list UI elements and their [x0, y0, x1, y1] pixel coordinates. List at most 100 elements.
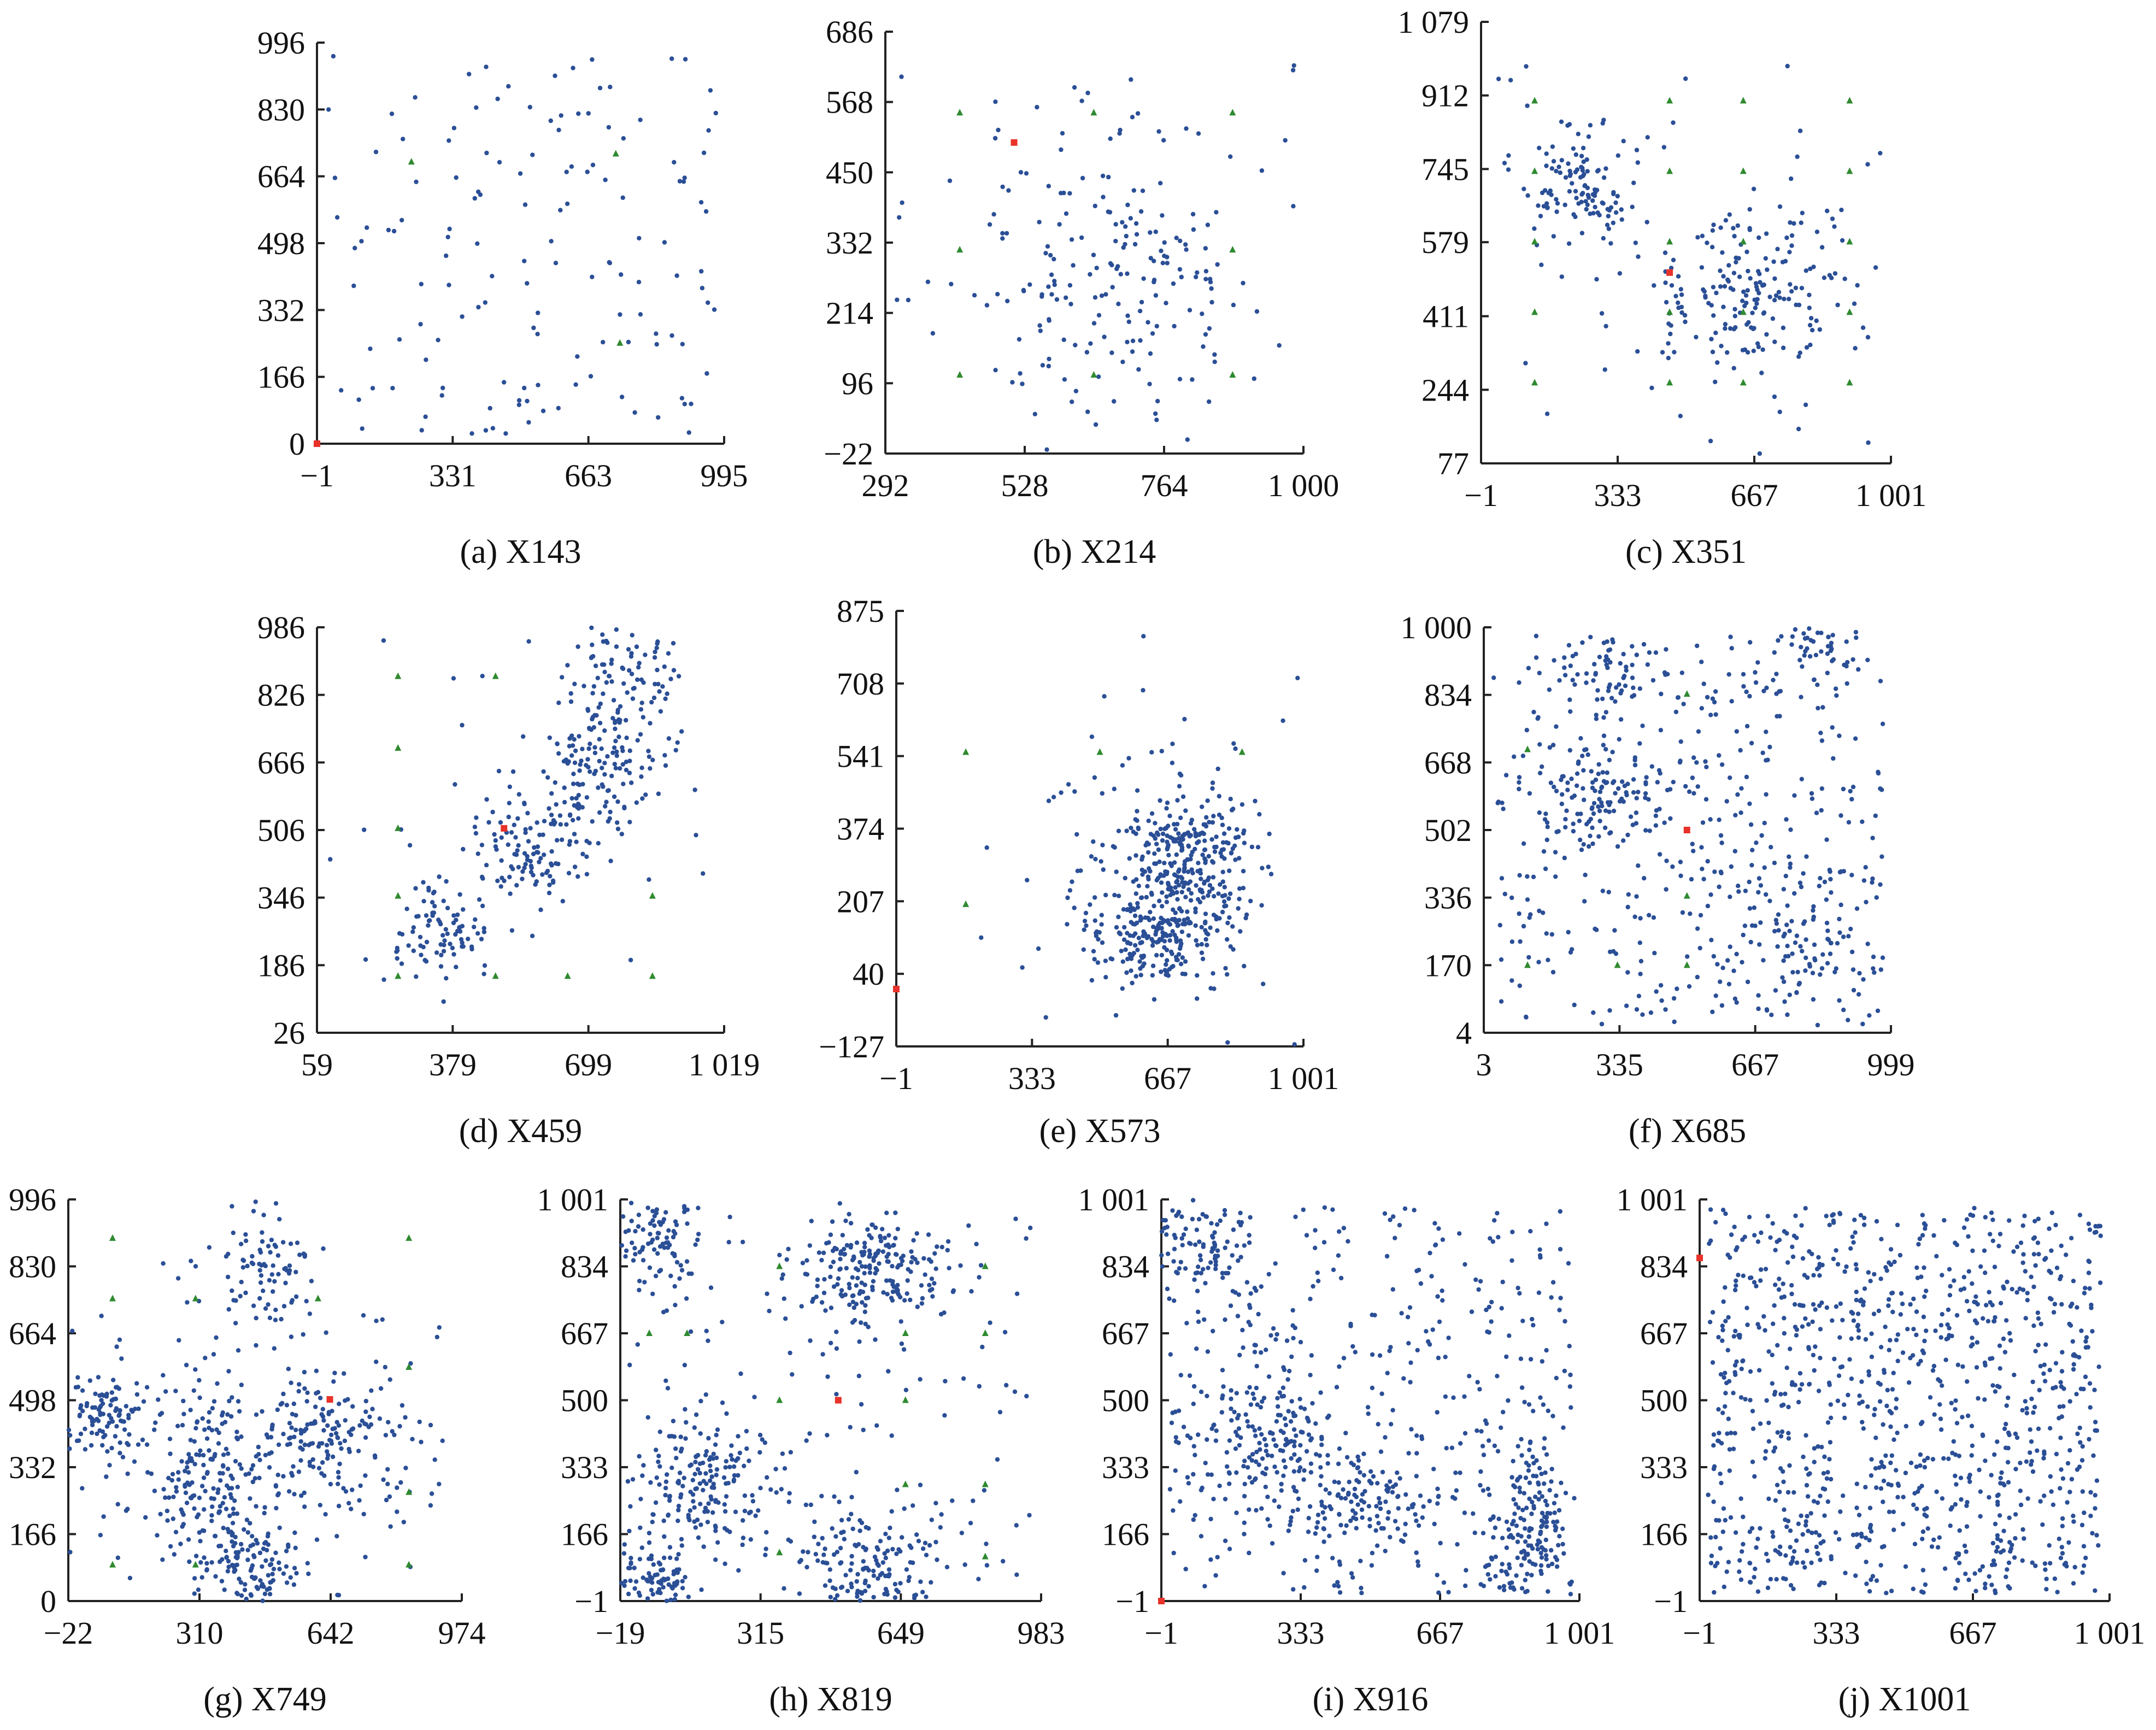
customer-point [1165, 833, 1170, 838]
customer-point [1000, 184, 1005, 190]
customer-point [692, 787, 697, 792]
customer-point [815, 1277, 820, 1282]
customer-point [1162, 919, 1167, 923]
customer-point [894, 1587, 899, 1592]
customer-point [612, 794, 617, 799]
customer-point [1353, 1350, 1358, 1355]
customer-point [273, 1201, 279, 1206]
customer-point [321, 1418, 326, 1423]
customer-point [1225, 937, 1230, 942]
customer-point [1072, 905, 1077, 910]
customer-point [650, 1580, 655, 1585]
customer-point [657, 1244, 663, 1249]
customer-point [1116, 893, 1121, 898]
customer-point [1084, 350, 1090, 355]
customer-point [1136, 826, 1141, 832]
customer-point [765, 1475, 769, 1480]
customer-point [1279, 1394, 1284, 1399]
customer-point [616, 717, 621, 722]
customer-point [508, 891, 513, 896]
customer-point [621, 1551, 627, 1556]
customer-point [584, 795, 590, 800]
customer-point [453, 932, 458, 937]
customer-point [1517, 873, 1522, 878]
customer-point [1833, 686, 1838, 691]
customer-point [633, 1579, 639, 1584]
customer-point [628, 1556, 633, 1561]
customer-point [1173, 827, 1178, 832]
customer-point [1554, 1564, 1560, 1569]
customer-point [226, 1564, 231, 1569]
customer-point [1741, 932, 1746, 938]
customer-point [1663, 280, 1668, 285]
customer-point [1185, 909, 1190, 914]
customer-point [227, 1398, 232, 1404]
customer-point [1658, 728, 1664, 733]
customer-point [1659, 691, 1664, 697]
customer-point [1326, 1413, 1331, 1419]
customer-point [680, 1579, 685, 1584]
customer-point [821, 1552, 826, 1557]
customer-point [1509, 978, 1514, 983]
customer-point [987, 222, 992, 227]
customer-point [1581, 786, 1585, 791]
customer-point [1678, 860, 1683, 864]
customer-point [1549, 1547, 1554, 1553]
customer-point [1201, 895, 1206, 900]
customer-point [473, 917, 478, 922]
x-tick-label: 335 [1596, 1047, 1643, 1082]
customer-point [1171, 839, 1176, 844]
customer-point [1774, 672, 1779, 676]
customer-point [860, 1300, 865, 1305]
customer-point [635, 738, 640, 743]
customer-point [627, 770, 632, 775]
customer-point [1630, 675, 1635, 680]
customer-point [853, 1543, 857, 1547]
customer-point [1150, 943, 1155, 948]
customer-point [672, 1581, 677, 1586]
customer-point [1006, 188, 1011, 193]
customer-point [1149, 750, 1154, 755]
customer-point [893, 1210, 898, 1215]
customer-point [1717, 817, 1722, 822]
customer-point [939, 1512, 944, 1517]
customer-point [639, 1545, 645, 1550]
customer-point [516, 402, 521, 408]
customer-point [308, 1441, 313, 1446]
customer-point [1647, 828, 1652, 833]
customer-point [1672, 1019, 1677, 1025]
customer-point [1229, 850, 1234, 855]
customer-point [838, 1545, 843, 1551]
customer-point [1814, 230, 1820, 234]
customer-point [1081, 947, 1086, 952]
customer-point [1298, 1443, 1303, 1448]
customer-point [1664, 887, 1669, 892]
customer-point [484, 64, 489, 69]
customer-point [149, 1471, 154, 1476]
customer-point [1336, 1584, 1341, 1589]
customer-point [1773, 917, 1778, 923]
customer-point [1145, 320, 1150, 325]
customer-point [239, 1593, 244, 1598]
customer-point [520, 869, 525, 874]
customer-point [1195, 943, 1200, 948]
customer-point [648, 1480, 653, 1485]
customer-point [619, 272, 624, 277]
customer-point [1014, 1523, 1019, 1528]
customer-point [639, 774, 644, 779]
customer-points [1159, 1198, 1577, 1597]
customer-point [292, 1434, 297, 1439]
customer-point [423, 414, 428, 419]
customer-point [1092, 295, 1098, 300]
customer-point [1297, 1465, 1303, 1470]
customer-point [1354, 1494, 1359, 1499]
customer-point [426, 918, 432, 923]
customer-point [460, 314, 465, 319]
customer-point [260, 1598, 265, 1603]
customer-point [1306, 1432, 1312, 1437]
customer-point [422, 958, 427, 963]
customer-point [120, 1419, 125, 1424]
panel-caption: (c) X351 [1625, 533, 1747, 570]
customer-point [1315, 1513, 1321, 1517]
